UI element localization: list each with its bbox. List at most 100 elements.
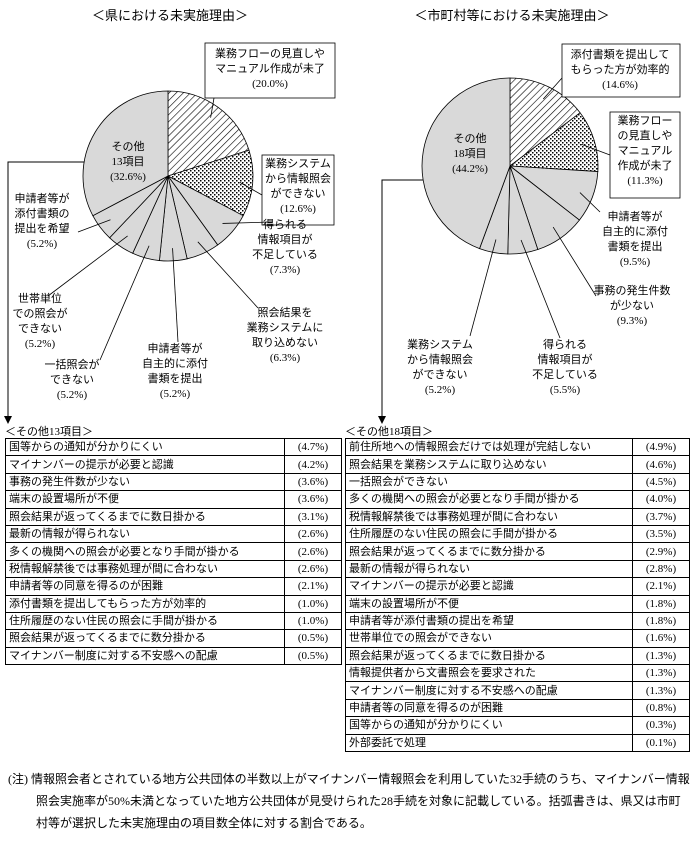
arrowhead bbox=[4, 416, 12, 424]
slice-label: 申請者等が自主的に添付書類を提出 bbox=[602, 209, 668, 253]
value-label: (44.2%) bbox=[452, 163, 488, 175]
table-row: 国等からの通知が分かりにくい (0.3%) bbox=[345, 716, 690, 735]
value-label: (5.5%) bbox=[550, 384, 581, 396]
table-percent: (2.8%) bbox=[632, 559, 690, 579]
table-row: 申請者等の同意を得るのが困難 (2.1%) bbox=[5, 577, 342, 596]
leader-line bbox=[520, 239, 561, 339]
leader-line bbox=[77, 219, 111, 233]
table-item: 世帯単位での照会ができない bbox=[345, 629, 633, 648]
table-percent: (2.6%) bbox=[284, 542, 342, 561]
leader-line bbox=[552, 226, 597, 297]
table-item: 照会結果が返ってくるまでに数日掛かる bbox=[5, 507, 285, 526]
table-row: 多くの機関への照会が必要となり手間が掛かる (2.6%) bbox=[5, 542, 342, 561]
table-item: 最新の情報が得られない bbox=[345, 559, 633, 579]
table-item: マイナンバーの提示が必要と認識 bbox=[5, 455, 285, 474]
value-label: (5.2%) bbox=[160, 388, 191, 400]
slice-label: 事務の発生件数が少ない bbox=[594, 283, 671, 312]
table-item: マイナンバー制度に対する不安感への配慮 bbox=[5, 646, 285, 666]
table-percent: (0.8%) bbox=[632, 698, 690, 718]
table-row: 添付書類を提出してもらった方が効率的 (1.0%) bbox=[5, 594, 342, 613]
table-row: 多くの機関への照会が必要となり手間が掛かる (4.0%) bbox=[345, 490, 690, 509]
table-row: マイナンバーの提示が必要と認識 (4.2%) bbox=[5, 455, 342, 474]
table: 国等からの通知が分かりにくい (4.7%) マイナンバーの提示が必要と認識 (4.2%… bbox=[5, 437, 342, 666]
table-row: 住所履歴のない住民の照会に手間が掛かる (1.0%) bbox=[5, 611, 342, 631]
table-percent: (1.0%) bbox=[284, 594, 342, 613]
table-item: マイナンバー制度に対する不安感への配慮 bbox=[345, 681, 633, 700]
pie-slice bbox=[166, 149, 254, 217]
note-text: 情報照会者とされている地方公共団体の半数以上がマイナンバー情報照会を利用していた… bbox=[31, 772, 690, 830]
table-row: 照会結果が返ってくるまでに数分掛かる (0.5%) bbox=[5, 629, 342, 648]
table-item: 住所履歴のない住民の照会に手間が掛かる bbox=[345, 524, 633, 544]
leader-line bbox=[172, 248, 179, 343]
table-row: 照会結果が返ってくるまでに数分掛かる (2.9%) bbox=[345, 542, 690, 561]
leader-line bbox=[99, 245, 150, 361]
chart-title: ＜県における未実施理由＞ bbox=[92, 8, 248, 23]
table-percent: (0.5%) bbox=[284, 629, 342, 648]
table-percent: (4.2%) bbox=[284, 455, 342, 474]
table-item: 情報提供者から文書照会を要求された bbox=[345, 664, 633, 683]
table-item: 端末の設置場所が不便 bbox=[5, 490, 285, 509]
table-row: 前住所地への情報照会だけでは処理が完結しない (4.9%) bbox=[345, 437, 690, 457]
table-item: 税情報解禁後では事務処理が間に合わない bbox=[345, 507, 633, 526]
table-item: 国等からの通知が分かりにくい bbox=[5, 437, 285, 457]
slice-label: その他 18項目 bbox=[454, 132, 487, 160]
table-percent: (3.7%) bbox=[632, 507, 690, 526]
slice-label: 申請者等が自主的に添付書類を提出 bbox=[142, 341, 208, 385]
slice-label: 得られる情報項目が不足している bbox=[532, 338, 598, 381]
table-item: 照会結果が返ってくるまでに数日掛かる bbox=[345, 646, 633, 666]
arrow bbox=[7, 161, 92, 420]
table-row: 一括照会ができない (4.5%) bbox=[345, 472, 690, 492]
value-label: (11.3%) bbox=[627, 175, 663, 187]
slice-label: 添付書類を提出してもらった方が効率的 bbox=[571, 47, 670, 76]
table-percent: (1.3%) bbox=[632, 664, 690, 683]
slice-label: 業務システムから情報照会ができない bbox=[265, 156, 331, 200]
slice-label: 一括照会ができない bbox=[45, 357, 100, 386]
table-row: 申請者等の同意を得るのが困難 (0.8%) bbox=[345, 698, 690, 718]
table-row: 世帯単位での照会ができない (1.6%) bbox=[345, 629, 690, 648]
slice-label: 世帯単位での照会ができない bbox=[13, 291, 68, 335]
value-label: (9.5%) bbox=[620, 256, 651, 268]
label-box bbox=[204, 42, 336, 99]
label-box bbox=[609, 111, 681, 199]
value-label: (6.3%) bbox=[270, 352, 301, 364]
leader-line bbox=[210, 97, 215, 118]
table-item: 照会結果を業務システムに取り込めない bbox=[345, 455, 633, 474]
table-row: 端末の設置場所が不便 (3.6%) bbox=[5, 490, 342, 509]
leader-line bbox=[579, 192, 601, 213]
pie-slice bbox=[508, 112, 599, 172]
table-row: 外部委託で処理 (0.1%) bbox=[345, 733, 690, 753]
table-percent: (3.6%) bbox=[284, 490, 342, 509]
table-row: マイナンバー制度に対する不安感への配慮 (0.5%) bbox=[5, 646, 342, 666]
table-percent: (4.9%) bbox=[632, 437, 690, 457]
table-item: 国等からの通知が分かりにくい bbox=[345, 716, 633, 735]
table-percent: (2.9%) bbox=[632, 542, 690, 561]
table-row: 税情報解禁後では事務処理が間に合わない (3.7%) bbox=[345, 507, 690, 526]
slice-label: 業務システムから情報照会ができない bbox=[407, 337, 473, 381]
table-percent: (1.8%) bbox=[632, 611, 690, 631]
table-percent: (1.6%) bbox=[632, 629, 690, 648]
value-label: (5.2%) bbox=[27, 238, 58, 250]
leader-line bbox=[197, 241, 259, 309]
table-percent: (3.6%) bbox=[284, 472, 342, 492]
slice-label: 得られる情報項目が不足している bbox=[252, 218, 318, 261]
leader-line bbox=[47, 235, 128, 297]
arrow bbox=[381, 179, 425, 420]
table-percent: (4.5%) bbox=[632, 472, 690, 492]
table: 前住所地への情報照会だけでは処理が完結しない (4.9%) 照会結果を業務システムに… bbox=[345, 437, 690, 753]
table-row: 照会結果が返ってくるまでに数日掛かる (3.1%) bbox=[5, 507, 342, 526]
pie-slice bbox=[421, 77, 511, 250]
table-percent: (0.3%) bbox=[632, 716, 690, 735]
table-item: 端末の設置場所が不便 bbox=[345, 594, 633, 613]
table-item: 添付書類を提出してもらった方が効率的 bbox=[5, 594, 285, 613]
table-row: 照会結果が返ってくるまでに数日掛かる (1.3%) bbox=[345, 646, 690, 666]
arrowhead bbox=[378, 416, 386, 424]
table-item: マイナンバーの提示が必要と認識 bbox=[345, 577, 633, 596]
table-item: 税情報解禁後では事務処理が間に合わない bbox=[5, 559, 285, 579]
value-label: (20.0%) bbox=[252, 78, 288, 90]
leader-line bbox=[542, 77, 563, 100]
table-percent: (0.1%) bbox=[632, 733, 690, 753]
table-row: 税情報解禁後では事務処理が間に合わない (2.6%) bbox=[5, 559, 342, 579]
note-mark: (注) bbox=[8, 772, 28, 786]
table-item: 前住所地への情報照会だけでは処理が完結しない bbox=[345, 437, 633, 457]
